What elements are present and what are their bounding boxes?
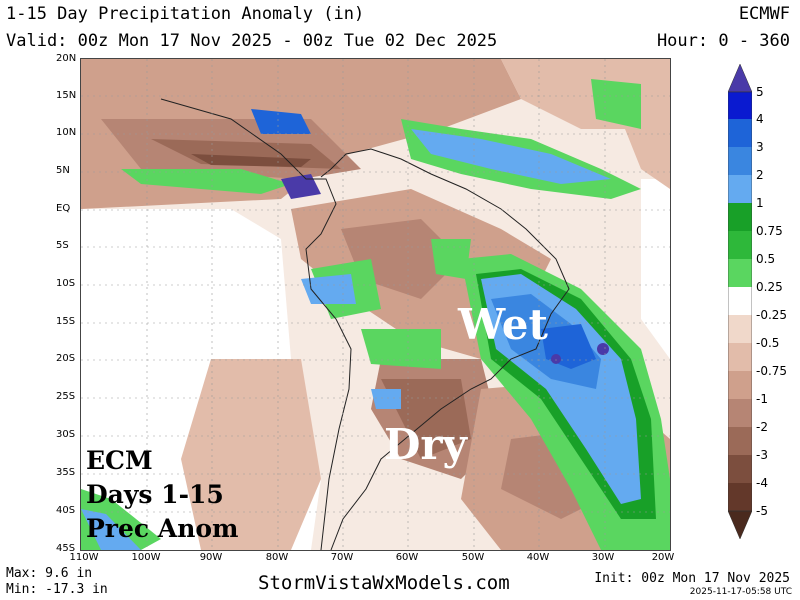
lat-label: 5S [56,240,69,251]
min-value: Min: -17.3 in [6,582,108,597]
caption-line: Days 1-15 [86,480,224,509]
map-title: 1-15 Day Precipitation Anomaly (in) [6,4,365,24]
lon-label: 90W [199,552,223,563]
legend-label: 0.75 [756,224,783,238]
max-value: Max: 9.6 in [6,566,93,581]
site-credit: StormVistaWxModels.com [258,572,510,594]
map-caption: ECM Days 1-15 Prec Anom [86,444,239,546]
legend-label: 0.5 [756,252,776,266]
lat-label: EQ [56,203,71,214]
lon-label: 30W [591,552,615,563]
wet-annotation: Wet [458,300,548,349]
legend-label: 3 [756,140,764,154]
legend-label: -2 [756,420,768,434]
lat-label: 20S [56,353,76,364]
lat-label: 45S [56,543,76,554]
lat-label: 10N [56,127,77,138]
lon-label: 110W [69,552,99,563]
lat-label: 20N [56,53,77,64]
forecast-hour: Hour: 0 - 360 [656,31,790,51]
lon-label: 60W [395,552,419,563]
lat-label: 40S [56,505,76,516]
lon-label: 100W [131,552,161,563]
legend-label: 4 [756,112,764,126]
lon-label: 40W [526,552,550,563]
legend-label: 2 [756,168,764,182]
color-bar-legend [727,63,753,564]
dry-annotation: Dry [384,420,467,469]
legend-label: 0.25 [756,280,783,294]
legend-label: -1 [756,392,768,406]
valid-period: Valid: 00z Mon 17 Nov 2025 - 00z Tue 02 … [6,31,498,51]
lat-label: 25S [56,391,76,402]
legend-label: 5 [756,85,764,99]
init-time: Init: 00z Mon 17 Nov 2025 [594,571,790,586]
legend-label: 1 [756,196,764,210]
legend-label: -0.5 [756,336,780,350]
legend-label: -0.75 [756,364,788,378]
lat-label: 15N [56,90,77,101]
legend-label: -5 [756,504,768,518]
lat-label: 15S [56,316,76,327]
legend-label: -4 [756,476,768,490]
generation-timestamp: 2025-11-17-05:58 UTC [689,587,792,597]
precip-anomaly-map [80,58,671,551]
legend-label: -3 [756,448,768,462]
lon-label: 50W [461,552,485,563]
lat-label: 30S [56,429,76,440]
model-name: ECMWF [738,4,790,24]
legend-label: -0.25 [756,308,788,322]
lon-label: 20W [651,552,675,563]
lon-label: 70W [330,552,354,563]
lat-label: 5N [56,165,70,176]
lat-label: 35S [56,467,76,478]
caption-line: ECM [86,446,153,475]
lat-label: 10S [56,278,76,289]
lon-label: 80W [265,552,289,563]
caption-line: Prec Anom [86,514,239,543]
